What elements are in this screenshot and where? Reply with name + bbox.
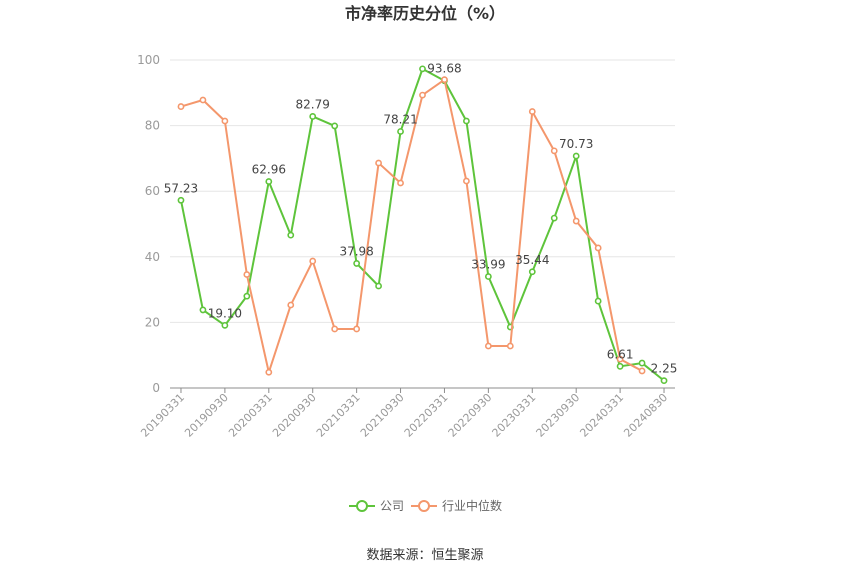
company-point: [463, 117, 470, 125]
y-tick-label: 60: [145, 184, 160, 198]
legend-company-label: 公司: [380, 499, 404, 513]
company-point: [309, 113, 317, 120]
industry-median-point: [221, 117, 229, 125]
x-tick-label: 20240331: [577, 391, 626, 440]
industry-median-point: [287, 301, 295, 309]
company-line: [179, 67, 665, 382]
industry-median-point: [397, 179, 404, 187]
industry-median-line: [180, 78, 643, 374]
company-data-label: 6.61: [607, 347, 634, 361]
legend-company-marker-icon: [356, 500, 368, 512]
industry-median-point: [243, 271, 251, 278]
data-source-note: 数据来源：恒生聚源: [366, 548, 483, 563]
company-data-label: 33.99: [471, 258, 505, 272]
company-data-labels: 57.23 19.10 62.96 82.79 37.98 78.21 93.68 33.99…: [164, 62, 678, 376]
y-tick-label: 80: [145, 119, 160, 133]
company-point: [353, 260, 361, 267]
x-tick-label: 20200930: [270, 391, 319, 440]
legend: 公司 行业中位数: [349, 498, 502, 513]
industry-median-point: [177, 103, 185, 110]
y-tick-label: 20: [145, 315, 160, 329]
y-tick-label: 40: [145, 250, 160, 264]
y-axis-labels: 0 20 40 60 80 100: [137, 53, 160, 395]
industry-median-point: [353, 325, 361, 333]
company-point: [221, 321, 229, 329]
industry-median-point: [309, 257, 317, 265]
plot-area: 0 20 40 60 80 100 2019033120190930202003312020…: [137, 53, 677, 440]
x-tick-label: 20210930: [358, 391, 407, 440]
legend-industry-median-marker-icon: [418, 500, 430, 512]
industry-median-point: [441, 76, 448, 84]
company-series: [177, 65, 668, 385]
company-point: [287, 231, 295, 239]
x-tick-label: 20230930: [534, 391, 583, 440]
company-data-label: 93.68: [427, 62, 461, 76]
industry-median-point: [638, 367, 646, 375]
company-point: [331, 122, 339, 130]
industry-median-point: [572, 217, 580, 225]
industry-median-point: [550, 147, 558, 155]
x-tick-label: 20220331: [402, 391, 451, 440]
legend-item-company[interactable]: 公司: [349, 499, 404, 513]
x-tick-label: 20190930: [182, 391, 231, 440]
legend-item-industry-median[interactable]: 行业中位数: [411, 498, 502, 513]
y-tick-label: 100: [137, 53, 160, 67]
chart-title: 市净率历史分位（%）: [345, 4, 505, 23]
legend-industry-median-label: 行业中位数: [442, 498, 502, 513]
y-gridlines: [170, 59, 675, 323]
company-point: [265, 178, 273, 185]
company-point: [419, 65, 426, 73]
industry-median-point: [265, 368, 273, 376]
x-tick-label: 20220930: [446, 391, 495, 440]
x-tick-label: 20230331: [490, 391, 539, 440]
company-data-label: 19.10: [208, 306, 242, 320]
company-data-label: 62.96: [252, 162, 286, 176]
industry-median-series: [177, 76, 646, 376]
x-axis: 2019033120190930202003312020093020210331…: [138, 387, 675, 440]
company-point: [528, 268, 536, 276]
company-data-label: 57.23: [164, 181, 198, 195]
industry-median-point: [375, 159, 382, 167]
company-point: [375, 282, 382, 290]
industry-median-point: [594, 244, 602, 252]
company-point: [572, 152, 580, 160]
company-point: [660, 377, 668, 385]
industry-median-point: [506, 342, 514, 350]
company-data-label: 78.21: [383, 112, 417, 126]
company-point: [177, 196, 185, 204]
company-data-label: 82.79: [296, 97, 330, 111]
x-tick-label: 20210331: [314, 391, 363, 440]
company-point: [243, 292, 251, 300]
company-data-label: 35.44: [515, 253, 549, 267]
industry-median-point: [484, 342, 492, 350]
x-tick-label: 20240830: [621, 391, 670, 440]
company-point: [594, 297, 602, 305]
x-tick-label: 20200331: [226, 391, 275, 440]
industry-median-point: [199, 96, 207, 104]
industry-median-point: [331, 325, 339, 333]
company-data-label: 70.73: [559, 137, 593, 151]
industry-median-point: [616, 355, 624, 363]
company-data-label: 37.98: [339, 244, 373, 258]
company-point: [199, 306, 207, 314]
x-tick-label: 20190331: [138, 391, 187, 440]
company-point: [397, 128, 404, 135]
company-point: [616, 362, 624, 370]
company-data-label: 2.25: [651, 362, 678, 376]
industry-median-point: [463, 177, 470, 185]
y-tick-label: 0: [152, 381, 160, 395]
company-point: [550, 214, 558, 222]
company-point: [638, 359, 646, 367]
industry-median-point: [419, 91, 426, 99]
company-point: [484, 273, 492, 280]
industry-median-point: [528, 108, 536, 115]
